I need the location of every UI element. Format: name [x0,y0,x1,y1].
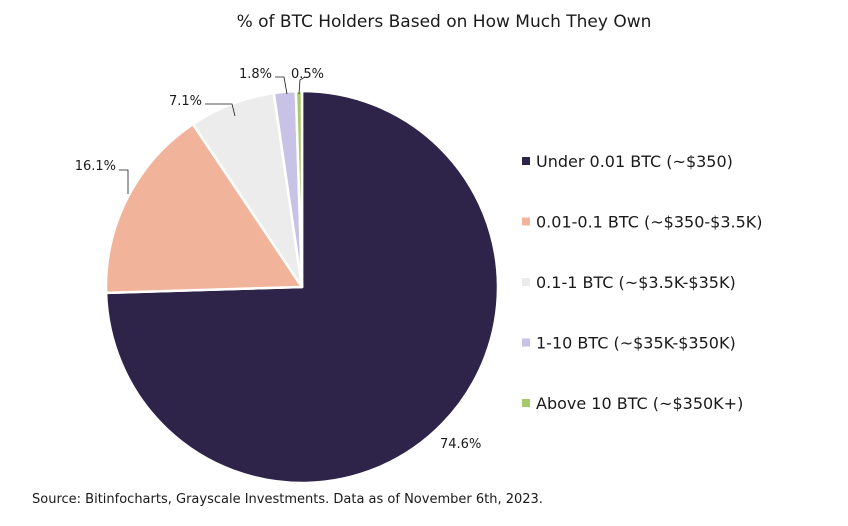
slice-percent-label: 16.1% [75,159,116,174]
pie-slices [104,89,500,485]
leader-line [298,76,306,95]
leader-line [205,103,236,117]
label-leader-lines [119,76,306,194]
source-note: Source: Bitinfocharts, Grayscale Investm… [32,492,543,507]
legend-swatch [522,157,530,165]
legend-label: 1-10 BTC (~$35K-$350K) [536,334,736,353]
legend-swatch [522,217,530,226]
legend: Under 0.01 BTC (~$350) 0.01-0.1 BTC (~$35… [522,152,763,413]
percentage-labels: 74.6% 16.1% 7.1% 1.8% 0.5% [75,67,482,452]
leader-line [275,76,288,95]
legend-swatch [522,338,530,347]
legend-swatch [522,278,530,286]
leader-line [119,169,129,194]
slice-percent-label: 0.5% [291,67,324,82]
legend-label: 0.1-1 BTC (~$3.5K-$35K) [536,273,736,292]
legend-swatch [522,399,530,407]
legend-label: Under 0.01 BTC (~$350) [536,152,733,171]
slice-percent-label: 1.8% [239,67,272,82]
slice-percent-label: 74.6% [440,437,481,452]
legend-label: Above 10 BTC (~$350K+) [536,394,743,413]
slice-percent-label: 7.1% [169,94,202,109]
legend-label: 0.01-0.1 BTC (~$350-$3.5K) [536,213,763,232]
chart-title: % of BTC Holders Based on How Much They … [237,12,652,32]
pie-slice [104,122,304,295]
